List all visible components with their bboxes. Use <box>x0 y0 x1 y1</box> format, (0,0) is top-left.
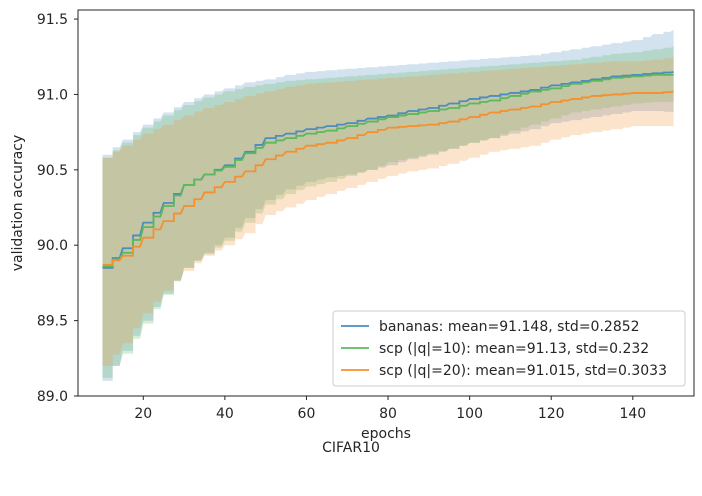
x-tick-label: 120 <box>538 406 565 422</box>
y-tick-label: 91.5 <box>37 12 68 28</box>
std-bands <box>102 29 674 381</box>
y-axis-label: validation accuracy <box>10 135 26 272</box>
y-tick-label: 90.5 <box>37 163 68 179</box>
y-tick-label: 89.5 <box>37 314 68 330</box>
legend-label: scp (|q|=10): mean=91.13, std=0.232 <box>379 341 649 357</box>
mean-lines <box>102 70 674 269</box>
figure-caption: CIFAR10 <box>322 440 380 456</box>
x-tick-label: 40 <box>216 406 234 422</box>
x-tick-label: 60 <box>298 406 316 422</box>
x-tick-label: 140 <box>619 406 646 422</box>
y-tick-label: 89.0 <box>37 389 68 405</box>
y-axis-ticks: 89.0 89.5 90.0 90.5 91.0 91.5 <box>37 12 78 405</box>
x-tick-label: 100 <box>456 406 483 422</box>
x-tick-label: 20 <box>134 406 152 422</box>
legend-label: bananas: mean=91.148, std=0.2852 <box>379 319 640 335</box>
x-axis-label: epochs <box>361 426 411 442</box>
y-tick-label: 91.0 <box>37 87 68 103</box>
x-tick-label: 80 <box>379 406 397 422</box>
x-axis-ticks: 20 40 60 80 100 120 140 <box>134 396 646 422</box>
line-scp-q-20 <box>102 90 674 266</box>
legend-label: scp (|q|=20): mean=91.015, std=0.3033 <box>379 363 667 379</box>
band-bananas <box>102 29 674 381</box>
y-tick-label: 90.0 <box>37 238 68 254</box>
line-scp-q-10 <box>102 73 674 268</box>
band-scp-q-10 <box>102 46 674 378</box>
legend: bananas: mean=91.148, std=0.2852 scp (|q|… <box>332 310 686 387</box>
plot-frame <box>77 9 695 397</box>
band-scp-q-20 <box>102 56 674 366</box>
legend-box <box>332 310 686 387</box>
